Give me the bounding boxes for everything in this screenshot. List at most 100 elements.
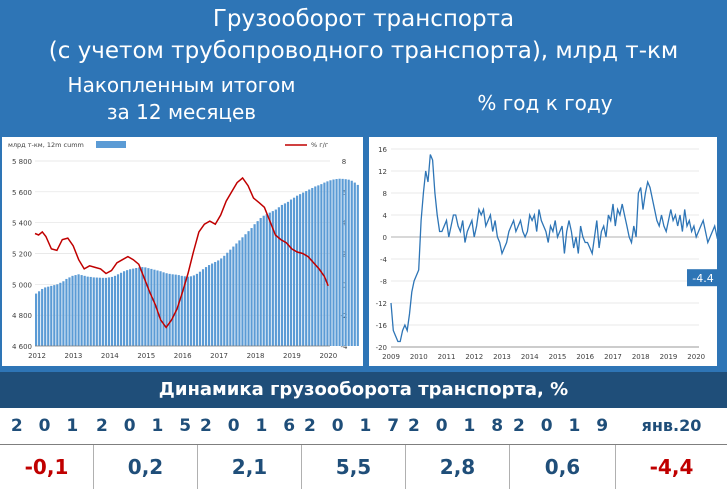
- bar: [207, 265, 211, 346]
- bar: [335, 179, 338, 346]
- x-tick-label: 2009: [382, 353, 400, 361]
- bar: [338, 178, 341, 346]
- bar: [165, 273, 168, 346]
- bar: [329, 180, 332, 346]
- bar: [86, 276, 89, 346]
- bar: [180, 275, 183, 346]
- x-tick-label: 2018: [247, 352, 265, 360]
- y-left-tick-label: 5 800: [12, 158, 32, 166]
- bar: [344, 179, 347, 346]
- yoy-chart: -20 -16 -12 -8 -4 0 4 8 12 16 2009 2010 2011 2012 2013…: [376, 146, 727, 361]
- bar: [144, 267, 147, 346]
- x-tick-label: 2013: [65, 352, 83, 360]
- yoy-series-line: [390, 154, 727, 343]
- y-left-tick-label: 5 000: [12, 281, 32, 289]
- bar: [204, 267, 208, 346]
- y-left-tick-label: 5 600: [12, 189, 32, 197]
- bar: [305, 191, 308, 346]
- bar: [265, 214, 268, 346]
- bar: [296, 195, 299, 346]
- bar: [177, 275, 180, 346]
- x-tick-label: 2014: [101, 352, 119, 360]
- bar: [232, 246, 235, 346]
- bar: [244, 234, 247, 346]
- bar: [92, 277, 95, 346]
- y-right-tick-label: 0: [342, 281, 346, 289]
- x-tick-label: 2015: [137, 352, 155, 360]
- y-tick-label: -20: [376, 344, 387, 352]
- bar: [320, 184, 323, 346]
- x-tick-label: 2018: [632, 353, 650, 361]
- bar: [229, 249, 232, 346]
- bar: [71, 275, 74, 346]
- bar: [68, 277, 71, 346]
- bar: [198, 271, 202, 346]
- bar: [247, 231, 250, 346]
- x-tick-label: 2016: [576, 353, 594, 361]
- bar: [259, 218, 262, 346]
- bar: [289, 199, 293, 346]
- x-tick-label: 2010: [410, 353, 428, 361]
- table-column-header: 2 0 1 5: [95, 416, 197, 436]
- y-right-tick-label: -2: [341, 312, 348, 320]
- bar: [35, 293, 38, 346]
- left-subtitle: Накопленным итогом за 12 месяцев: [0, 72, 363, 134]
- bar: [107, 277, 111, 346]
- bar: [41, 288, 44, 346]
- bar: [50, 285, 53, 346]
- bar: [223, 255, 226, 346]
- bar: [77, 274, 80, 346]
- bar: [56, 284, 59, 346]
- bar: [253, 224, 256, 346]
- bar: [262, 215, 265, 346]
- cumulative-chart: 4 600 4 800 5 000 5 200 5 400 5 600 5 800 -4 -2 0…: [8, 141, 359, 360]
- bar: [211, 263, 214, 346]
- yoy-chart-panel: -20 -16 -12 -8 -4 0 4 8 12 16 2009 2010 2011 2012 2013…: [369, 137, 727, 366]
- bar: [235, 243, 238, 346]
- legend-bars-swatch: [96, 141, 126, 148]
- table-value-cell: 2,8: [406, 445, 510, 489]
- x-tick-label: 2015: [549, 353, 567, 361]
- bar: [308, 189, 311, 346]
- bar: [326, 181, 329, 346]
- bar: [65, 278, 68, 346]
- last-value-label: -4.4: [692, 272, 713, 285]
- bar: [195, 273, 199, 346]
- bar: [153, 269, 156, 346]
- bar: [80, 275, 83, 346]
- y-left-tick-label: 5 400: [12, 220, 32, 228]
- bar: [299, 194, 302, 346]
- title-line-1: Грузооборот транспорта: [212, 6, 515, 32]
- left-subtitle-line-1: Накопленным итогом: [67, 73, 296, 97]
- bar: [186, 276, 189, 346]
- last-value-badge: [687, 269, 719, 287]
- x-tick-label: 2020: [319, 352, 337, 360]
- table-value-cell: -4,4: [649, 455, 694, 479]
- bar: [141, 267, 144, 346]
- bar: [238, 240, 241, 346]
- bar: [311, 187, 314, 346]
- x-tick-label: 2016: [174, 352, 192, 360]
- table-value-row: -0,1 0,2 2,1 5,5 2,8 0,6 -4,4: [0, 444, 727, 489]
- bar: [226, 252, 229, 346]
- bar: [147, 268, 150, 346]
- table-column-header: 2 0 1 9: [512, 416, 614, 436]
- bar: [286, 201, 290, 346]
- table-column-header: 2 0 1 6: [199, 416, 301, 436]
- bar: [280, 204, 284, 346]
- bar: [241, 237, 244, 346]
- table-column-header: 2 0 1 7: [303, 416, 405, 436]
- x-tick-label: 2011: [438, 353, 456, 361]
- bar: [341, 178, 344, 346]
- bar: [62, 281, 65, 346]
- y-tick-label: 16: [378, 146, 387, 154]
- bar: [317, 185, 320, 346]
- bar: [126, 270, 129, 346]
- y-tick-label: -16: [376, 322, 388, 330]
- legend-line-label: % г/г: [311, 141, 329, 149]
- bar: [150, 268, 153, 346]
- y-right-tick-label: 8: [342, 158, 346, 166]
- y-right-tick-label: -4: [341, 343, 349, 351]
- bar: [159, 271, 162, 346]
